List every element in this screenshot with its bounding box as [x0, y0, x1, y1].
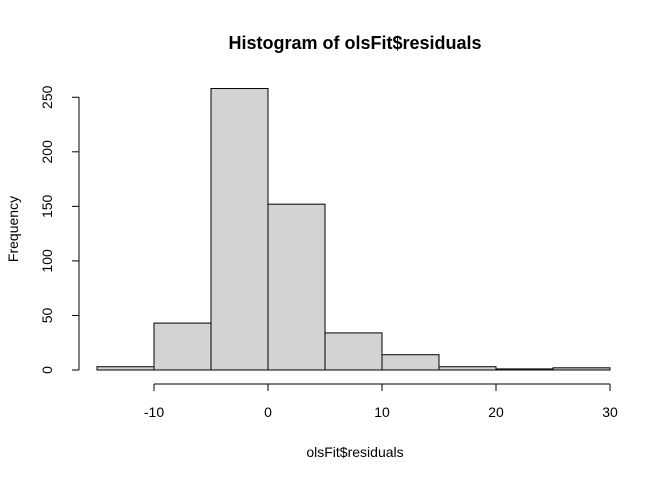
y-axis: 0 50 100 150 200 250	[39, 85, 80, 374]
histogram-bar-4	[324, 332, 383, 371]
y-tick-label: 50	[39, 307, 55, 323]
histogram-bar-1	[153, 322, 212, 371]
y-axis-label: Frequency	[5, 196, 21, 262]
chart-title: Histogram of olsFit$residuals	[228, 33, 481, 53]
histogram-bar-6	[438, 366, 497, 371]
x-axis-label: olsFit$residuals	[306, 444, 403, 460]
x-tick-label: 10	[374, 404, 390, 420]
x-axis: -10 0 10 20 30	[144, 383, 618, 420]
y-tick-label: 150	[39, 194, 55, 218]
histogram-bar-8	[552, 367, 611, 371]
bars-group	[96, 88, 611, 371]
histogram-bar-0	[96, 366, 155, 371]
histogram-bar-3	[267, 203, 326, 371]
histogram-bar-2	[210, 88, 269, 371]
histogram-bar-5	[381, 354, 440, 371]
x-tick-label: 20	[488, 404, 504, 420]
y-tick-label: 0	[39, 366, 55, 374]
x-tick-label: 0	[264, 404, 272, 420]
x-tick-label: -10	[144, 404, 164, 420]
y-tick-label: 200	[39, 140, 55, 164]
histogram-bar-7	[495, 368, 554, 371]
x-tick-label: 30	[602, 404, 618, 420]
y-tick-label: 100	[39, 249, 55, 273]
y-tick-label: 250	[39, 85, 55, 109]
